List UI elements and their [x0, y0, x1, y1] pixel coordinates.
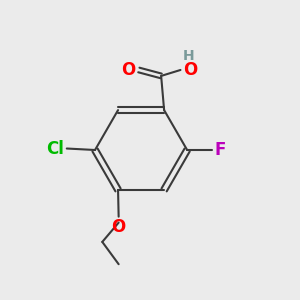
- Text: F: F: [215, 141, 226, 159]
- Text: H: H: [183, 49, 194, 63]
- Text: O: O: [183, 61, 197, 79]
- Text: O: O: [121, 61, 135, 79]
- Text: Cl: Cl: [46, 140, 64, 158]
- Text: O: O: [112, 218, 126, 236]
